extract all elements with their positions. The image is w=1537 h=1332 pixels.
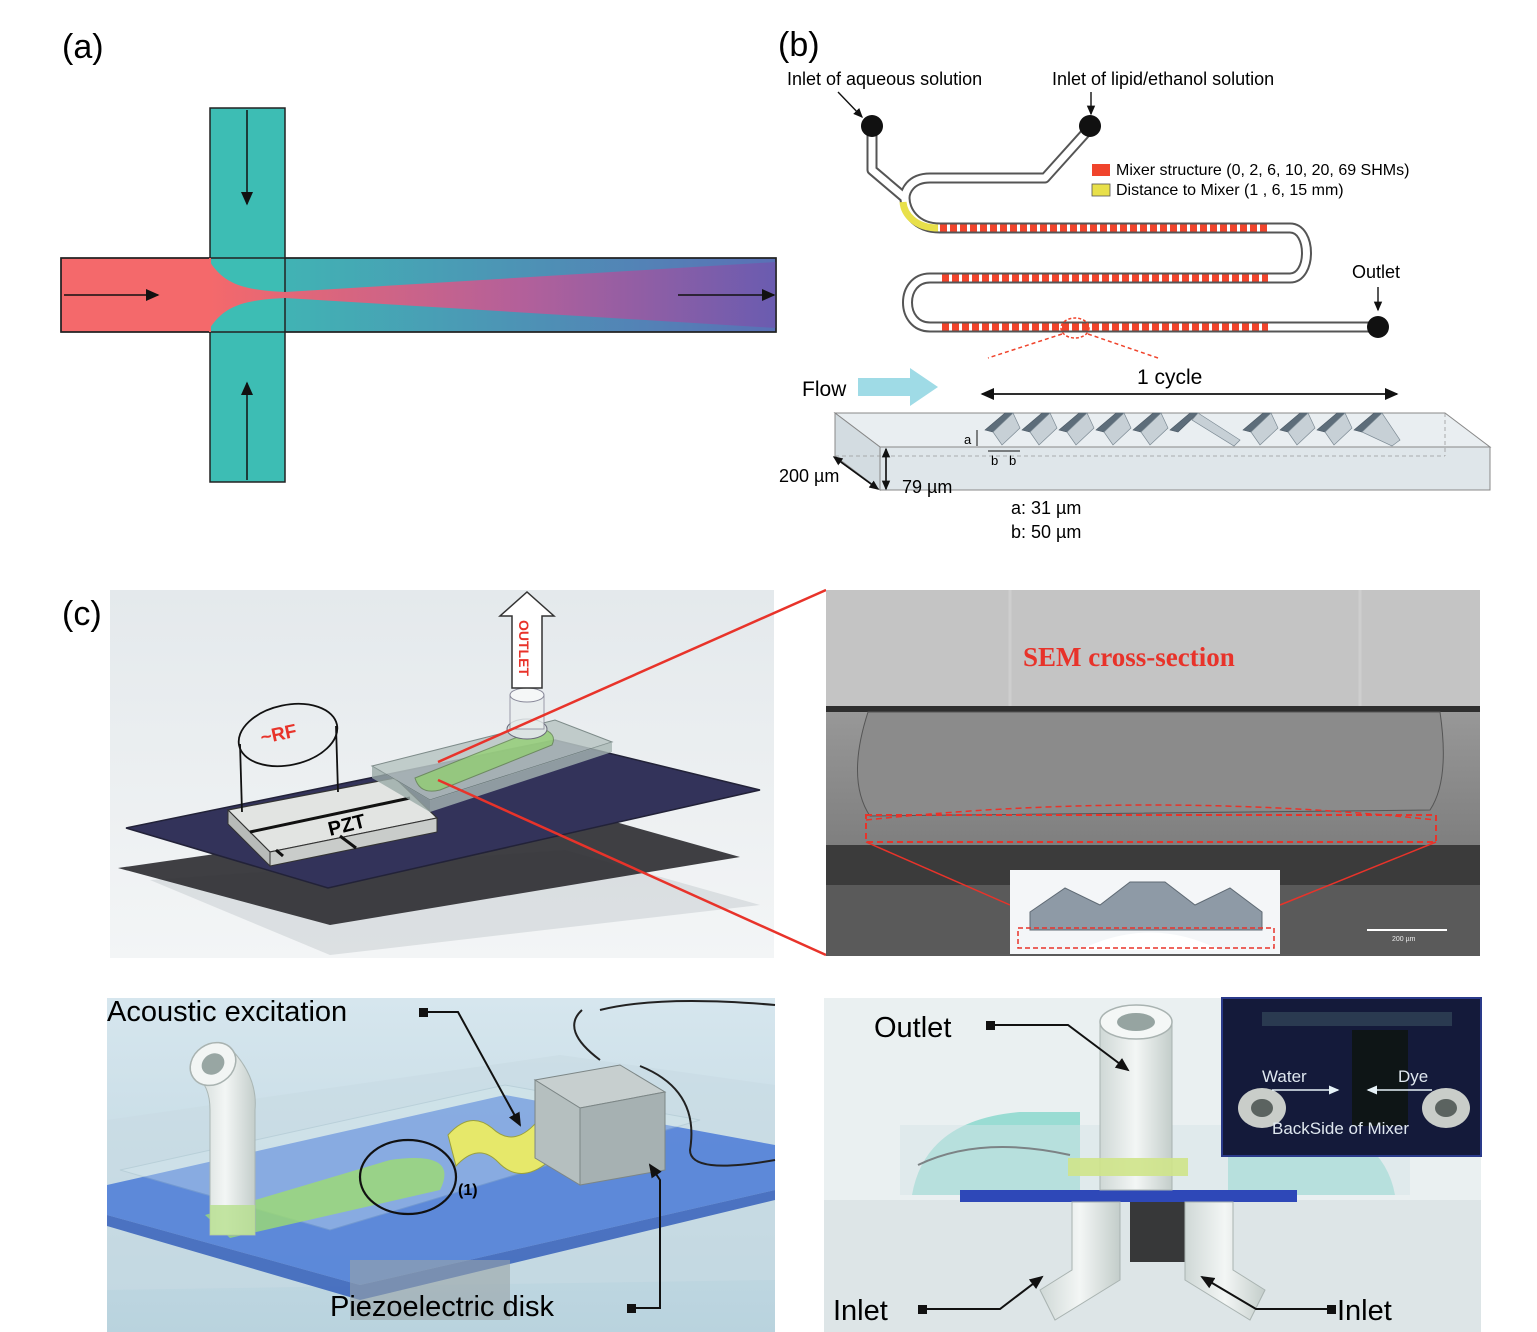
inlet-right-label: Inlet xyxy=(1337,1295,1392,1327)
legend-label-mixer: Mixer structure (0, 2, 6, 10, 20, 69 SHM… xyxy=(1116,162,1409,179)
acoustic-excitation-leader xyxy=(428,1011,521,1127)
inset-water-label: Water xyxy=(1262,1067,1307,1086)
mixer-tube-render: Water Dye BackSide of Mixer Outlet Inlet… xyxy=(824,997,1482,1332)
rf-source xyxy=(237,702,339,768)
region-circle xyxy=(358,1138,458,1216)
backside-inset: Water Dye BackSide of Mixer xyxy=(1221,997,1482,1157)
dim-b-value: b: 50 µm xyxy=(1011,522,1081,542)
inlet-lipid-port xyxy=(1079,115,1101,137)
blue-substrate xyxy=(960,1190,1297,1202)
panel-b-label: (b) xyxy=(778,26,820,64)
inlet-tube-right xyxy=(1184,1201,1266,1321)
acoustic-excitation-label: Acoustic excitation xyxy=(107,996,347,1028)
outlet-label: Outlet xyxy=(1352,262,1400,282)
legend-swatch-distance xyxy=(1091,183,1111,197)
zoom-connector-bottom xyxy=(437,778,827,957)
region-marker-label: (1) xyxy=(458,1182,478,1199)
panel-a: (a) xyxy=(60,28,777,483)
panel-b: (b) Inlet of aqueous solution Inlet of l… xyxy=(778,26,1492,542)
legend-label-distance: Distance to Mixer (1 , 6, 15 mm) xyxy=(1116,182,1344,199)
inlet-aqueous-arrow xyxy=(837,91,863,119)
piezoelectric-disk-label: Piezoelectric disk xyxy=(330,1291,555,1323)
sem-title: SEM cross-section xyxy=(1023,642,1235,672)
legend-swatch-mixer xyxy=(1092,164,1110,176)
green-channel xyxy=(205,1158,445,1238)
piezoelectric-disk-leader xyxy=(636,1163,662,1309)
dim-a-mark: a xyxy=(964,432,972,447)
pzt-device-render: PZT ~RF OUTLET xyxy=(110,590,774,958)
acoustic-device-render: (1) Acoustic excitation Piezoelectric di… xyxy=(107,996,776,1332)
zoom-connector-top xyxy=(437,588,827,764)
outlet-photo-label: Outlet xyxy=(874,1012,951,1044)
outlet-photo-leader xyxy=(995,1024,1130,1072)
inlet-aqueous-label: Inlet of aqueous solution xyxy=(787,69,982,89)
inlet-aqueous-port xyxy=(861,115,883,137)
inlet-tube-left xyxy=(1039,1201,1121,1321)
dim-width-label: 200 µm xyxy=(779,466,839,486)
channel-3d-block: a b b xyxy=(833,411,1492,492)
sem-image: SEM cross-section 200 µm xyxy=(826,590,1480,956)
cycle-label: 1 cycle xyxy=(1137,366,1202,389)
mixer-structures xyxy=(940,224,1268,331)
inlet-right-leader xyxy=(1200,1275,1327,1310)
inset-caption: BackSide of Mixer xyxy=(1272,1119,1409,1138)
panel-c-label: (c) xyxy=(62,595,102,633)
outlet-3d-label: OUTLET xyxy=(516,620,532,676)
sem-scale-label: 200 µm xyxy=(1392,936,1416,943)
dim-a-value: a: 31 µm xyxy=(1011,498,1081,518)
outlet-port xyxy=(1367,316,1389,338)
dim-height-label: 79 µm xyxy=(902,477,952,497)
distance-to-mixer-segment xyxy=(899,201,939,232)
sem-highlight-box xyxy=(865,814,1437,843)
sem-channel xyxy=(857,711,1444,817)
outlet-3d-arrow xyxy=(498,590,556,689)
inset-dye-label: Dye xyxy=(1398,1067,1428,1086)
panel-c: (c) PZT ~RF xyxy=(62,588,1482,1332)
zoom-circle xyxy=(1060,317,1090,339)
panel-a-label: (a) xyxy=(62,28,104,66)
dim-b-mark-1: b xyxy=(991,453,998,468)
inlet-left-label: Inlet xyxy=(833,1295,888,1327)
flow-arrow xyxy=(858,368,938,406)
inlet-lipid-label: Inlet of lipid/ethanol solution xyxy=(1052,69,1274,89)
inlet-left-leader xyxy=(927,1275,1044,1310)
dim-b-mark-2: b xyxy=(1009,453,1016,468)
focused-stream xyxy=(210,262,776,328)
flow-label: Flow xyxy=(802,378,847,401)
